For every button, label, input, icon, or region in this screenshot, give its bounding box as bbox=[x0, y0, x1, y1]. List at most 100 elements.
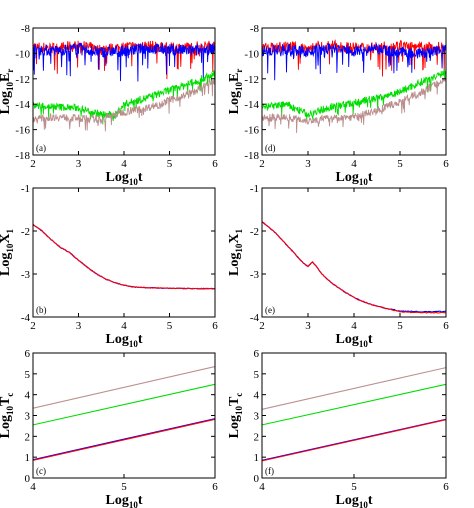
y-tick-label: 4 bbox=[254, 390, 260, 402]
y-tick-label: -16 bbox=[15, 125, 30, 137]
x-tick-label: 6 bbox=[443, 158, 449, 170]
x-tick-label: 5 bbox=[397, 158, 403, 170]
y-tick-label: 2 bbox=[254, 431, 260, 443]
y-axis-label: Log10Er bbox=[0, 69, 15, 115]
series-line-1 bbox=[33, 224, 215, 290]
x-tick-label: 4 bbox=[351, 320, 357, 332]
series-line-1 bbox=[262, 42, 446, 81]
plot-frame bbox=[32, 352, 216, 479]
y-tick-label: 0 bbox=[25, 473, 31, 485]
y-tick-label: 5 bbox=[254, 369, 260, 381]
y-tick-label: -10 bbox=[15, 48, 30, 60]
y-tick-label: -2 bbox=[250, 226, 259, 238]
y-tick-label: -8 bbox=[21, 23, 31, 35]
series-line-1 bbox=[33, 42, 215, 82]
y-tick-label: -12 bbox=[15, 74, 30, 86]
panel-label: (e) bbox=[265, 305, 275, 315]
y-tick-label: 1 bbox=[254, 452, 260, 464]
x-tick-label: 5 bbox=[351, 481, 357, 493]
x-tick-label: 3 bbox=[76, 320, 82, 332]
y-tick-label: 0 bbox=[254, 473, 260, 485]
y-axis-label: Log10Tc bbox=[0, 393, 15, 439]
x-axis-label: Log10t bbox=[105, 493, 142, 508]
x-tick-label: 5 bbox=[397, 320, 403, 332]
y-tick-label: -3 bbox=[21, 269, 31, 281]
x-axis-label: Log10t bbox=[335, 493, 372, 508]
series-line-0 bbox=[33, 365, 215, 409]
y-tick-label: -18 bbox=[244, 150, 259, 162]
y-tick-label: -14 bbox=[244, 99, 259, 111]
panel-label: (d) bbox=[265, 143, 276, 153]
chart-panel-1: 2 3 4 5 6 -18 -16 -14 -12 -10 -8 (d) Log10t Log10Er bbox=[227, 23, 449, 187]
x-tick-label: 4 bbox=[121, 320, 127, 332]
y-axis-label: Log10Tc bbox=[227, 393, 244, 439]
panel-label: (b) bbox=[36, 305, 47, 315]
y-tick-label: 6 bbox=[254, 348, 260, 360]
x-tick-label: 6 bbox=[212, 320, 218, 332]
y-tick-label: 2 bbox=[25, 431, 31, 443]
plot-frame bbox=[32, 187, 216, 318]
y-tick-label: -1 bbox=[21, 183, 30, 195]
series-line-2 bbox=[33, 69, 215, 125]
series-line-1 bbox=[262, 221, 446, 314]
chart-panel-4: 4 5 6 0 1 2 3 4 5 6 (c) Log10t Log10Tc bbox=[0, 348, 218, 508]
panel-label: (c) bbox=[36, 466, 46, 476]
panel-label: (f) bbox=[265, 466, 274, 476]
y-tick-label: -4 bbox=[250, 312, 260, 324]
x-tick-label: 6 bbox=[443, 481, 449, 493]
x-tick-label: 5 bbox=[121, 481, 127, 493]
plot-frame bbox=[261, 352, 447, 479]
chart-panel-0: 2 3 4 5 6 -18 -16 -14 -12 -10 -8 (a) Log10t Log10Er bbox=[0, 23, 218, 187]
y-tick-label: -14 bbox=[15, 99, 30, 111]
x-tick-label: 6 bbox=[443, 320, 449, 332]
chart-panel-3: 2 3 4 5 6 -4 -3 -2 -1 (e) Log10t Log10X1 bbox=[227, 183, 449, 349]
y-axis-label: Log10X1 bbox=[227, 229, 244, 276]
y-tick-label: -1 bbox=[250, 183, 259, 195]
panel-label: (a) bbox=[36, 143, 46, 153]
chart-panel-5: 4 5 6 0 1 2 3 4 5 6 (f) Log10t Log10Tc bbox=[227, 348, 449, 508]
x-tick-label: 6 bbox=[212, 481, 218, 493]
y-tick-label: 4 bbox=[25, 390, 31, 402]
chart-panel-2: 2 3 4 5 6 -4 -3 -2 -1 (b) Log10t Log10X1 bbox=[0, 183, 218, 349]
y-tick-label: -2 bbox=[21, 226, 30, 238]
y-tick-label: 3 bbox=[254, 411, 260, 423]
series-line-0 bbox=[33, 223, 215, 290]
y-tick-label: -8 bbox=[250, 23, 260, 35]
series-line-3 bbox=[33, 76, 215, 132]
y-axis-label: Log10Er bbox=[227, 69, 244, 115]
series-line-0 bbox=[262, 39, 446, 77]
y-tick-label: 3 bbox=[25, 411, 31, 423]
x-tick-label: 5 bbox=[167, 158, 173, 170]
x-axis-label: Log10t bbox=[105, 170, 142, 187]
series-line-1 bbox=[33, 383, 215, 426]
y-tick-label: 1 bbox=[25, 452, 31, 464]
x-tick-label: 3 bbox=[305, 320, 311, 332]
x-tick-label: 2 bbox=[30, 320, 36, 332]
x-tick-label: 3 bbox=[76, 158, 82, 170]
y-tick-label: -12 bbox=[244, 74, 259, 86]
x-tick-label: 6 bbox=[212, 158, 218, 170]
x-tick-label: 4 bbox=[30, 481, 36, 493]
x-axis-label: Log10t bbox=[335, 332, 372, 349]
x-tick-label: 2 bbox=[259, 158, 265, 170]
y-axis-label: Log10X1 bbox=[0, 229, 15, 276]
series-line-3 bbox=[262, 419, 446, 462]
series-line-0 bbox=[262, 221, 446, 313]
y-tick-label: -4 bbox=[21, 312, 31, 324]
y-tick-label: -18 bbox=[15, 150, 30, 162]
y-tick-label: -3 bbox=[250, 269, 260, 281]
y-tick-label: 6 bbox=[25, 348, 31, 360]
series-line-2 bbox=[33, 418, 215, 461]
x-tick-label: 2 bbox=[30, 158, 36, 170]
x-tick-label: 5 bbox=[167, 320, 173, 332]
series-line-3 bbox=[33, 418, 215, 461]
x-tick-label: 2 bbox=[259, 320, 265, 332]
x-axis-label: Log10t bbox=[105, 332, 142, 349]
y-tick-label: -16 bbox=[244, 125, 259, 137]
y-tick-label: 5 bbox=[25, 369, 31, 381]
x-tick-label: 4 bbox=[351, 158, 357, 170]
x-tick-label: 4 bbox=[121, 158, 127, 170]
x-tick-label: 4 bbox=[259, 481, 265, 493]
series-line-3 bbox=[262, 77, 446, 134]
